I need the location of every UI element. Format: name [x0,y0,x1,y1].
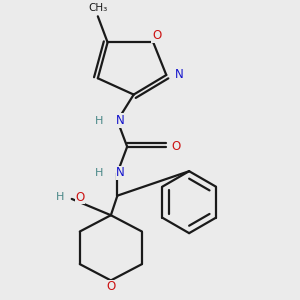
Text: O: O [75,191,85,204]
Text: O: O [172,140,181,153]
Text: N: N [116,166,125,179]
Text: N: N [116,114,125,127]
Text: O: O [152,29,161,42]
Text: H: H [95,116,104,126]
Text: O: O [106,280,116,293]
Text: H: H [56,192,64,202]
Text: N: N [175,68,184,82]
Text: CH₃: CH₃ [88,3,107,13]
Text: H: H [95,168,104,178]
